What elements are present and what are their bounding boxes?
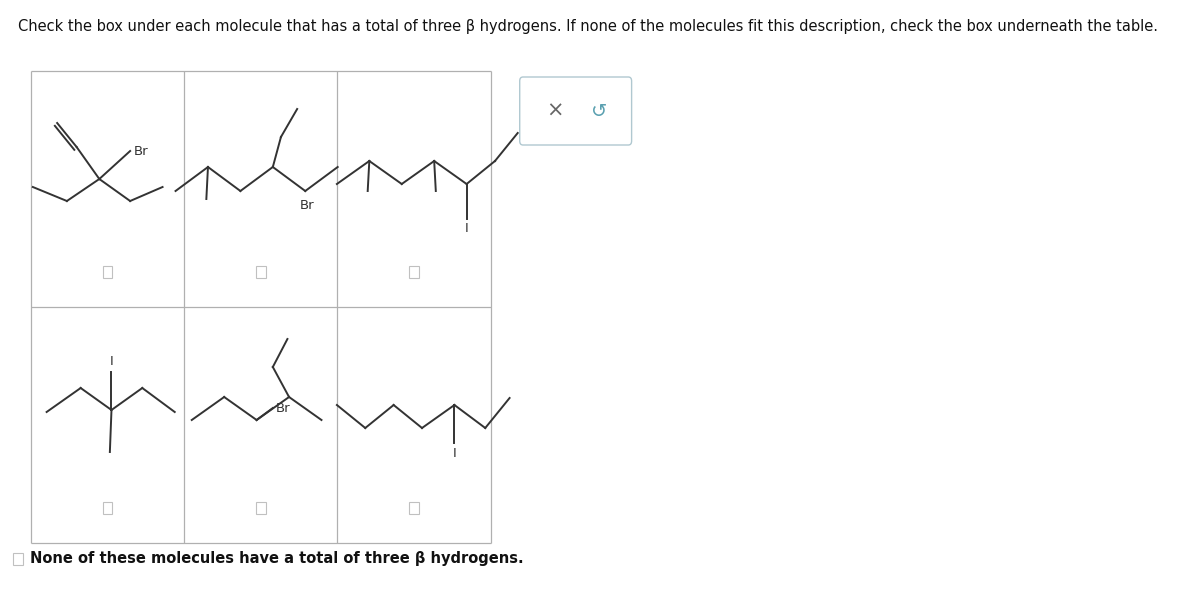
- Text: I: I: [452, 447, 456, 460]
- Bar: [13, 553, 23, 565]
- Text: ×: ×: [546, 101, 563, 121]
- Text: None of these molecules have a total of three β hydrogens.: None of these molecules have a total of …: [30, 551, 523, 567]
- Text: Br: Br: [276, 401, 290, 414]
- Text: ↺: ↺: [590, 102, 607, 121]
- Bar: [409, 265, 419, 278]
- Text: I: I: [464, 222, 468, 235]
- Text: I: I: [109, 355, 113, 368]
- Bar: [102, 502, 113, 514]
- Text: Check the box under each molecule that has a total of three β hydrogens. If none: Check the box under each molecule that h…: [18, 19, 1158, 34]
- Bar: [256, 265, 265, 278]
- Bar: [256, 502, 265, 514]
- Text: Br: Br: [300, 199, 314, 212]
- Text: Br: Br: [133, 145, 148, 157]
- FancyBboxPatch shape: [520, 77, 631, 145]
- Bar: [102, 265, 113, 278]
- Bar: [409, 502, 419, 514]
